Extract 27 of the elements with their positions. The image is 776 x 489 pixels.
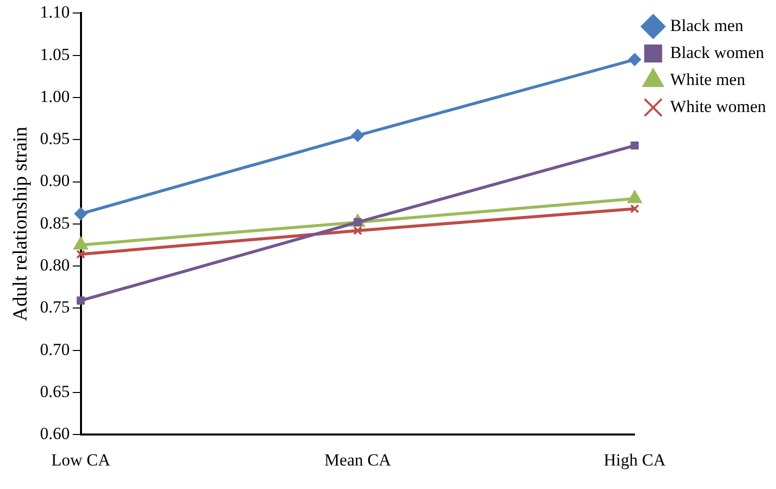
- x-tick-label: High CA: [604, 450, 666, 470]
- y-tick-label: 0.80: [40, 256, 70, 275]
- legend-label: White men: [670, 70, 746, 89]
- x-tick-label: Low CA: [51, 450, 111, 470]
- y-tick-label: 0.75: [40, 298, 70, 317]
- y-tick-label: 1.05: [40, 44, 70, 64]
- point: [74, 207, 88, 220]
- point: [630, 141, 639, 150]
- y-tick-label: 0.85: [40, 213, 70, 232]
- point: [76, 250, 86, 259]
- legend-label: Black men: [670, 16, 744, 35]
- point: [351, 128, 364, 142]
- y-tick-label: 0.95: [40, 129, 70, 148]
- point: [630, 204, 640, 214]
- y-tick-label: 0.90: [40, 171, 70, 190]
- y-tick-label: 1.00: [40, 86, 70, 106]
- legend-label: White women: [670, 96, 766, 116]
- y-tick-label: 1.10: [40, 2, 70, 22]
- point: [76, 296, 85, 305]
- point: [628, 53, 642, 66]
- y-axis-title: Adult relationship strain: [9, 126, 32, 322]
- x-tick-label: Mean CA: [324, 450, 392, 470]
- point: [353, 226, 362, 236]
- legend-label: Black women: [670, 42, 765, 62]
- y-tick-label: 0.70: [40, 340, 70, 359]
- y-tick-label: 0.65: [40, 382, 70, 401]
- y-tick-label: 0.60: [40, 424, 70, 444]
